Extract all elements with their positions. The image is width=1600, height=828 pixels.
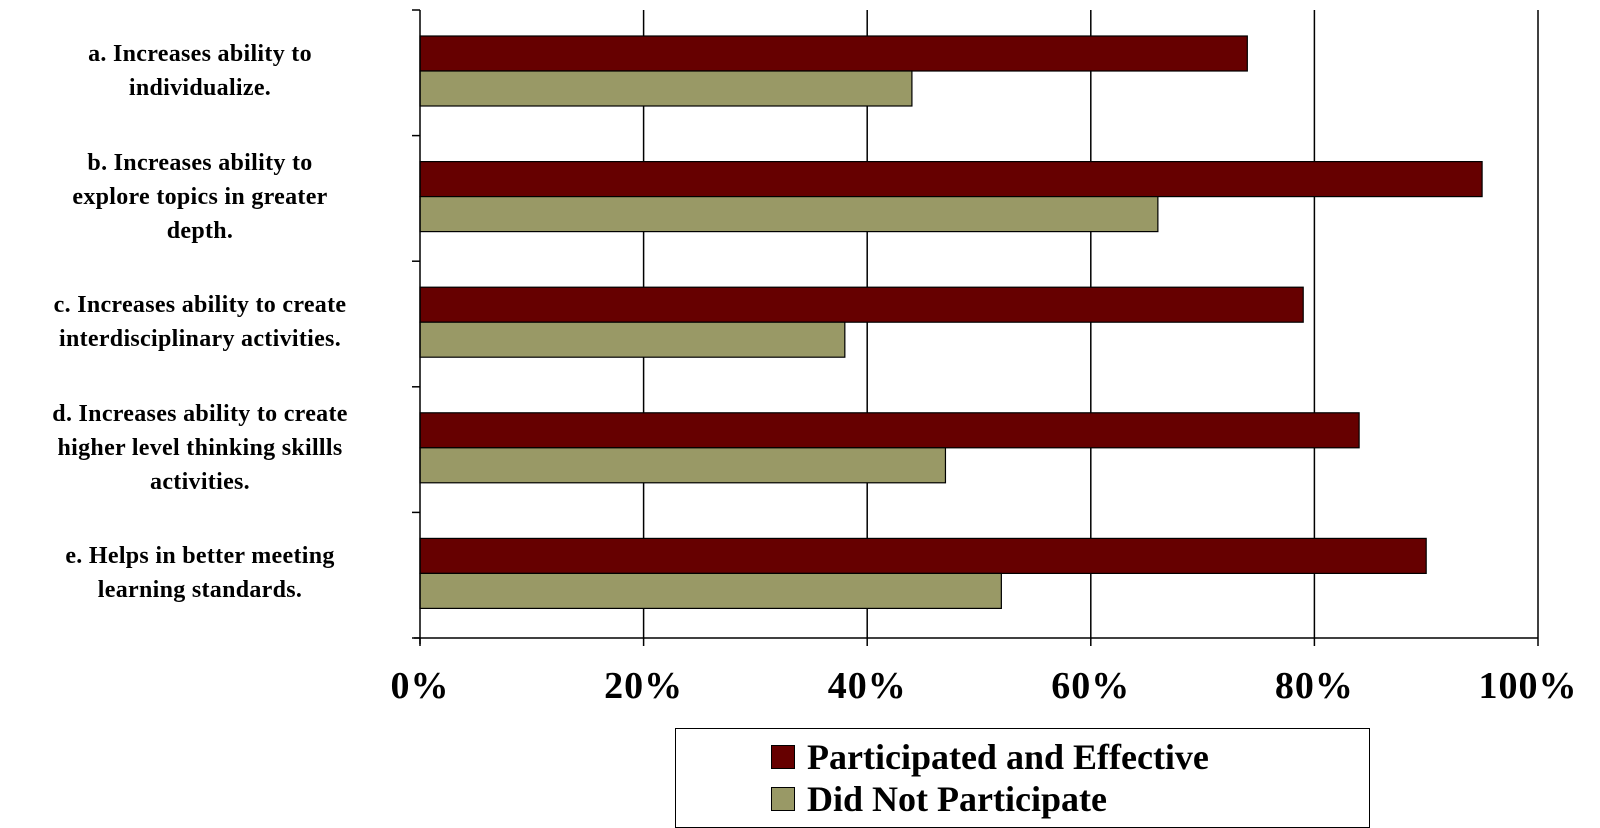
bar-series1-cat0	[419, 70, 913, 107]
bar-series0-cat1	[419, 161, 1483, 198]
category-label-2: c. Increases ability to create interdisci…	[10, 288, 390, 356]
category-label-0-line-0: a. Increases ability to	[88, 41, 312, 67]
bar-series0-cat4	[419, 537, 1427, 575]
category-label-0: a. Increases ability to individualize.	[10, 37, 390, 105]
legend-item-participated: Participated and Effective	[771, 737, 1209, 777]
category-label-3-line-0: d. Increases ability to create	[52, 400, 348, 427]
x-tick-label-4: 80%	[1274, 665, 1354, 707]
x-tick-label-0: 0%	[390, 665, 450, 707]
legend-label-did-not-participate: Did Not Participate	[807, 779, 1107, 819]
bar-series1-cat1	[419, 196, 1159, 233]
legend-swatch-participated	[771, 745, 795, 769]
bar-series0-cat3	[419, 412, 1360, 449]
category-label-0-line-1: individualize.	[128, 75, 272, 101]
legend: Participated and Effective Did Not Parti…	[675, 728, 1370, 828]
category-label-4-line-1: learning standards.	[97, 577, 303, 604]
category-label-1-line-0: b. Increases ability to	[87, 149, 313, 176]
legend-item-did-not-participate: Did Not Participate	[771, 779, 1107, 819]
category-label-4: e. Helps in better meeting learning stand…	[10, 539, 390, 607]
x-tick-label-3: 60%	[1051, 665, 1131, 707]
category-label-2-line-0: c. Increases ability to create	[53, 292, 347, 319]
bar-series0-cat2	[419, 286, 1304, 323]
bar-series0-cat0	[419, 35, 1248, 72]
x-tick-label-1: 20%	[604, 665, 684, 707]
bar-series1-cat3	[419, 447, 947, 484]
category-label-4-line-0: e. Helps in better meeting	[65, 543, 335, 570]
category-label-1-line-2: depth.	[166, 217, 234, 244]
category-label-3: d. Increases ability to create higher lev…	[10, 397, 390, 499]
category-label-2-line-1: interdisciplinary activities.	[58, 326, 341, 353]
x-tick-label-5: 100%	[1478, 665, 1578, 707]
category-label-1-line-1: explore topics in greater	[72, 183, 328, 210]
bar-series1-cat2	[419, 321, 846, 358]
category-label-3-line-1: higher level thinking skillls	[57, 434, 343, 461]
x-tick-label-2: 40%	[827, 665, 907, 707]
category-label-3-line-2: activities.	[150, 468, 250, 495]
category-label-1: b. Increases ability to explore topics in…	[10, 146, 390, 248]
bar-series1-cat4	[419, 572, 1002, 610]
legend-label-participated: Participated and Effective	[807, 737, 1209, 777]
legend-swatch-did-not-participate	[771, 787, 795, 811]
